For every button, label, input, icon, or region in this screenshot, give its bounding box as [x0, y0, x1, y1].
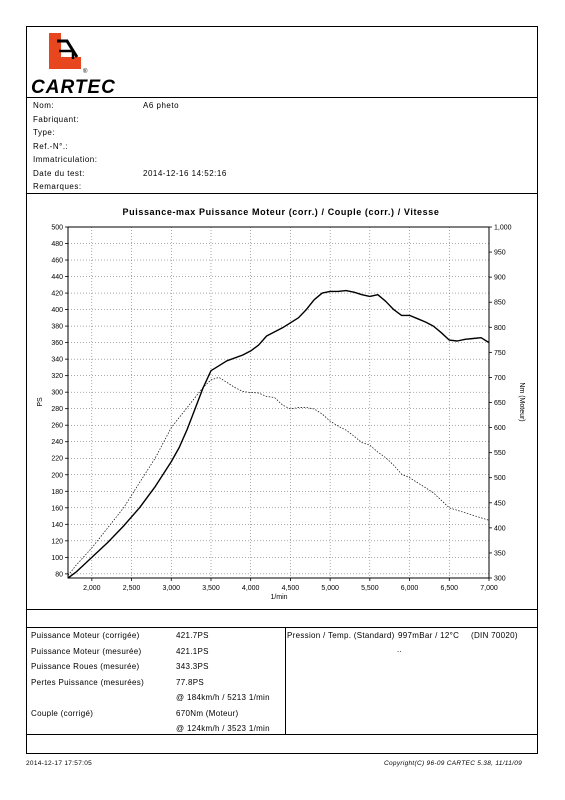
- footer-copyright: Copyright(C) 96-09 CARTEC 5.38, 11/11/09: [384, 760, 523, 767]
- power-line: [67, 289, 490, 579]
- y-tick-label: 80: [55, 571, 63, 578]
- y-axis-label: PS: [37, 397, 44, 407]
- divider: [27, 609, 537, 610]
- y2-tick-label: 550: [494, 450, 506, 457]
- y-tick-label: 440: [51, 274, 63, 281]
- y2-tick-label: 500: [494, 475, 506, 482]
- pressure-label: Pression / Temp. (Standard): [287, 631, 395, 640]
- y-tick-label: 380: [51, 324, 63, 331]
- x-tick-label: 3,500: [202, 585, 220, 592]
- info-label: Date du test:: [33, 168, 85, 178]
- y-tick-label: 280: [51, 406, 63, 413]
- x-tick-label: 6,500: [441, 585, 459, 592]
- y-tick-label: 320: [51, 373, 63, 380]
- x-tick-label: 6,000: [401, 585, 419, 592]
- y2-tick-label: 850: [494, 300, 506, 307]
- result-value: 77.8PS: [176, 677, 205, 687]
- divider: [285, 627, 286, 734]
- y-tick-label: 160: [51, 505, 63, 512]
- x-tick-label: 2,000: [83, 585, 101, 592]
- divider: [27, 627, 537, 628]
- result-label: Puissance Moteur (corrigée): [31, 631, 140, 640]
- cartec-logo: ® CARTEC: [29, 29, 119, 99]
- y-tick-label: 500: [51, 225, 63, 232]
- y2-tick-label: 800: [494, 325, 506, 332]
- x-tick-label: 7,000: [480, 585, 498, 592]
- plot-area: [67, 226, 490, 579]
- din-norm: (DIN 70020): [471, 631, 518, 640]
- x-tick-label: 5,500: [361, 585, 379, 592]
- info-label: Fabriquant:: [33, 114, 79, 124]
- y2-tick-label: 600: [494, 425, 506, 432]
- y-tick-label: 460: [51, 258, 63, 265]
- y-tick-label: 400: [51, 307, 63, 314]
- pressure-sub: ..: [397, 645, 403, 654]
- brand-name: CARTEC: [31, 77, 116, 98]
- y2-tick-label: 400: [494, 525, 506, 532]
- info-label: Remarques:: [33, 182, 82, 191]
- y-tick-label: 140: [51, 522, 63, 529]
- x-tick-label: 4,000: [242, 585, 260, 592]
- power-torque-chart: Puissance-max Puissance Moteur (corr.) /…: [37, 207, 525, 601]
- y2-tick-label: 700: [494, 375, 506, 382]
- series-group: [67, 289, 490, 579]
- torque-line: [67, 377, 490, 576]
- result-value: 421.7PS: [176, 631, 209, 640]
- info-label: Nom:: [33, 101, 55, 110]
- x-tick-label: 2,500: [123, 585, 141, 592]
- info-label: Ref.-N°.:: [33, 141, 69, 151]
- y-axis-right: 300 350 400 450 500 550 600 650 700 750 800 850 900 9…: [489, 225, 512, 583]
- y-tick-label: 220: [51, 456, 63, 463]
- y-tick-label: 300: [51, 390, 63, 397]
- x-tick-label: 3,000: [162, 585, 180, 592]
- info-value: A6 pheto: [143, 101, 180, 110]
- info-value: 2014-12-16 14:52:16: [143, 168, 227, 178]
- divider: [27, 734, 537, 735]
- result-value: @ 124km/h / 3523 1/min: [176, 724, 270, 733]
- y-tick-label: 120: [51, 538, 63, 545]
- y2-tick-label: 450: [494, 500, 506, 507]
- pressure-value: 997mBar / 12°C: [398, 631, 460, 640]
- y-tick-label: 260: [51, 423, 63, 430]
- result-value: 421.1PS: [176, 646, 209, 656]
- y-axis-left: 80 100 120 140 160 180 200 220 240 260 280 300 320 34…: [51, 225, 68, 578]
- chart-title: Puissance-max Puissance Moteur (corr.) /…: [123, 207, 440, 217]
- x-axis: 2,000 2,500 3,000 3,500 4,000 4,500 5,000 5,500…: [83, 578, 498, 592]
- y2-axis-label: Nm (Moteur): [518, 382, 525, 421]
- result-label: Pertes Puissance (mesurées): [31, 677, 145, 687]
- info-label: Type:: [33, 128, 56, 137]
- result-label: Couple (corrigé): [31, 708, 94, 718]
- y-tick-label: 340: [51, 357, 63, 364]
- y-tick-label: 480: [51, 241, 63, 248]
- y2-tick-label: 1,000: [494, 225, 512, 232]
- y-tick-label: 100: [51, 555, 63, 562]
- y-tick-label: 180: [51, 489, 63, 496]
- y2-tick-label: 350: [494, 550, 506, 557]
- y-tick-label: 200: [51, 472, 63, 479]
- result-value: @ 184km/h / 5213 1/min: [176, 693, 270, 702]
- y-tick-label: 240: [51, 439, 63, 446]
- y-tick-label: 420: [51, 291, 63, 298]
- x-axis-label: 1/min: [270, 594, 287, 601]
- divider: [27, 193, 537, 194]
- registered-mark: ®: [83, 68, 88, 75]
- y2-tick-label: 900: [494, 275, 506, 282]
- y2-tick-label: 950: [494, 250, 506, 257]
- x-tick-label: 5,000: [321, 585, 339, 592]
- y-tick-label: 360: [51, 340, 63, 347]
- footer-timestamp: 2014-12-17 17:57:05: [26, 760, 93, 767]
- result-value: 343.3PS: [176, 662, 209, 671]
- y2-tick-label: 750: [494, 350, 506, 357]
- result-label: Puissance Moteur (mesurée): [31, 646, 142, 656]
- x-tick-label: 4,500: [282, 585, 300, 592]
- info-label: Immatriculation:: [33, 155, 98, 164]
- y2-tick-label: 650: [494, 400, 506, 407]
- grid: [68, 226, 490, 578]
- divider: [27, 97, 537, 98]
- result-value: 670Nm (Moteur): [176, 708, 239, 718]
- y2-tick-label: 300: [494, 576, 506, 583]
- report-frame: ® CARTEC Nom: A6 pheto Fabriquant: Type: Ref…: [26, 26, 538, 754]
- result-label: Puissance Roues (mesurée): [31, 662, 140, 671]
